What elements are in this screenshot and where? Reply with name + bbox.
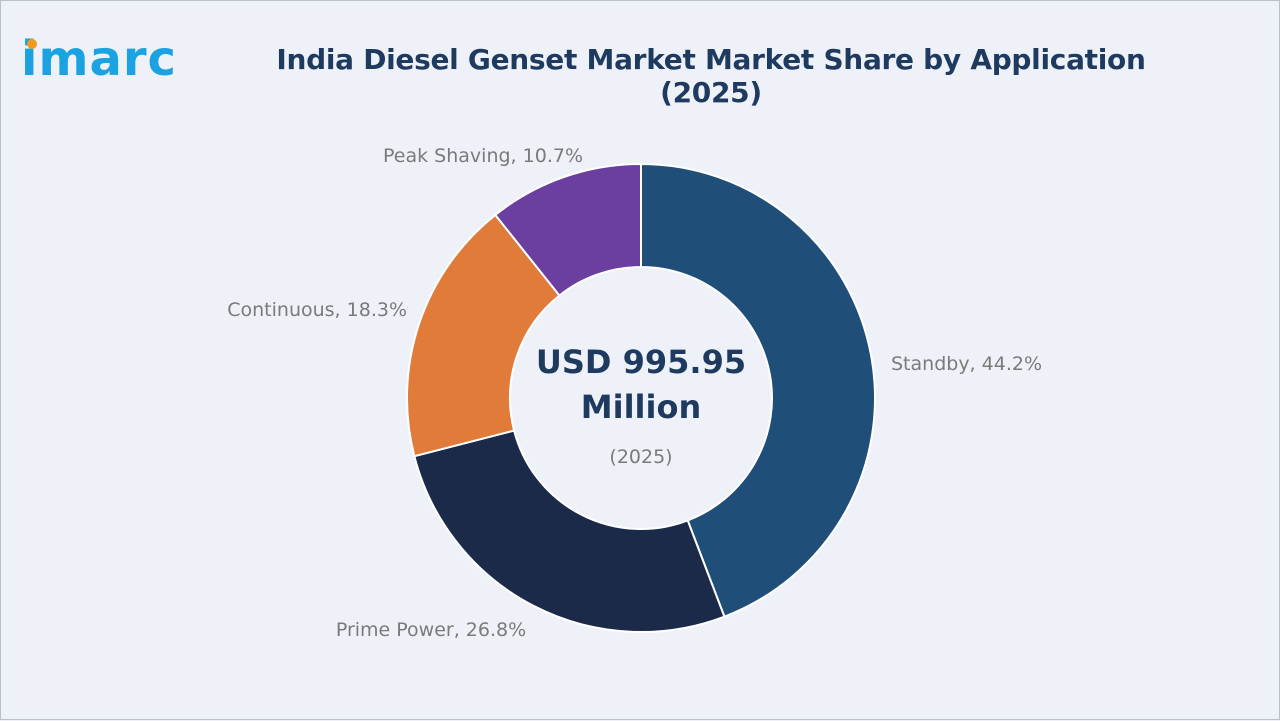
imarc-logo: imarc (21, 33, 211, 85)
slice-peak-shaving (493, 162, 642, 297)
label-peak-shaving: Peak Shaving, 10.7% (383, 145, 583, 167)
logo-text: imarc (21, 31, 177, 87)
slice-standby (640, 162, 876, 618)
slices-group (406, 162, 876, 633)
labels-group: Standby, 44.2% Prime Power, 26.8% Continuo… (227, 145, 1042, 641)
label-continuous: Continuous, 18.3% (227, 299, 407, 321)
chart-title: India Diesel Genset Market Market Share … (276, 43, 1146, 109)
slice-prime-power (413, 429, 726, 633)
center-value-line1: USD 995.95 (536, 343, 746, 381)
slice-continuous (406, 213, 561, 458)
label-standby: Standby, 44.2% (891, 353, 1042, 375)
center-value-line2: Million (581, 388, 701, 426)
logo-dot-icon (27, 39, 37, 49)
label-prime-power: Prime Power, 26.8% (336, 619, 526, 641)
center-year: (2025) (609, 446, 672, 468)
